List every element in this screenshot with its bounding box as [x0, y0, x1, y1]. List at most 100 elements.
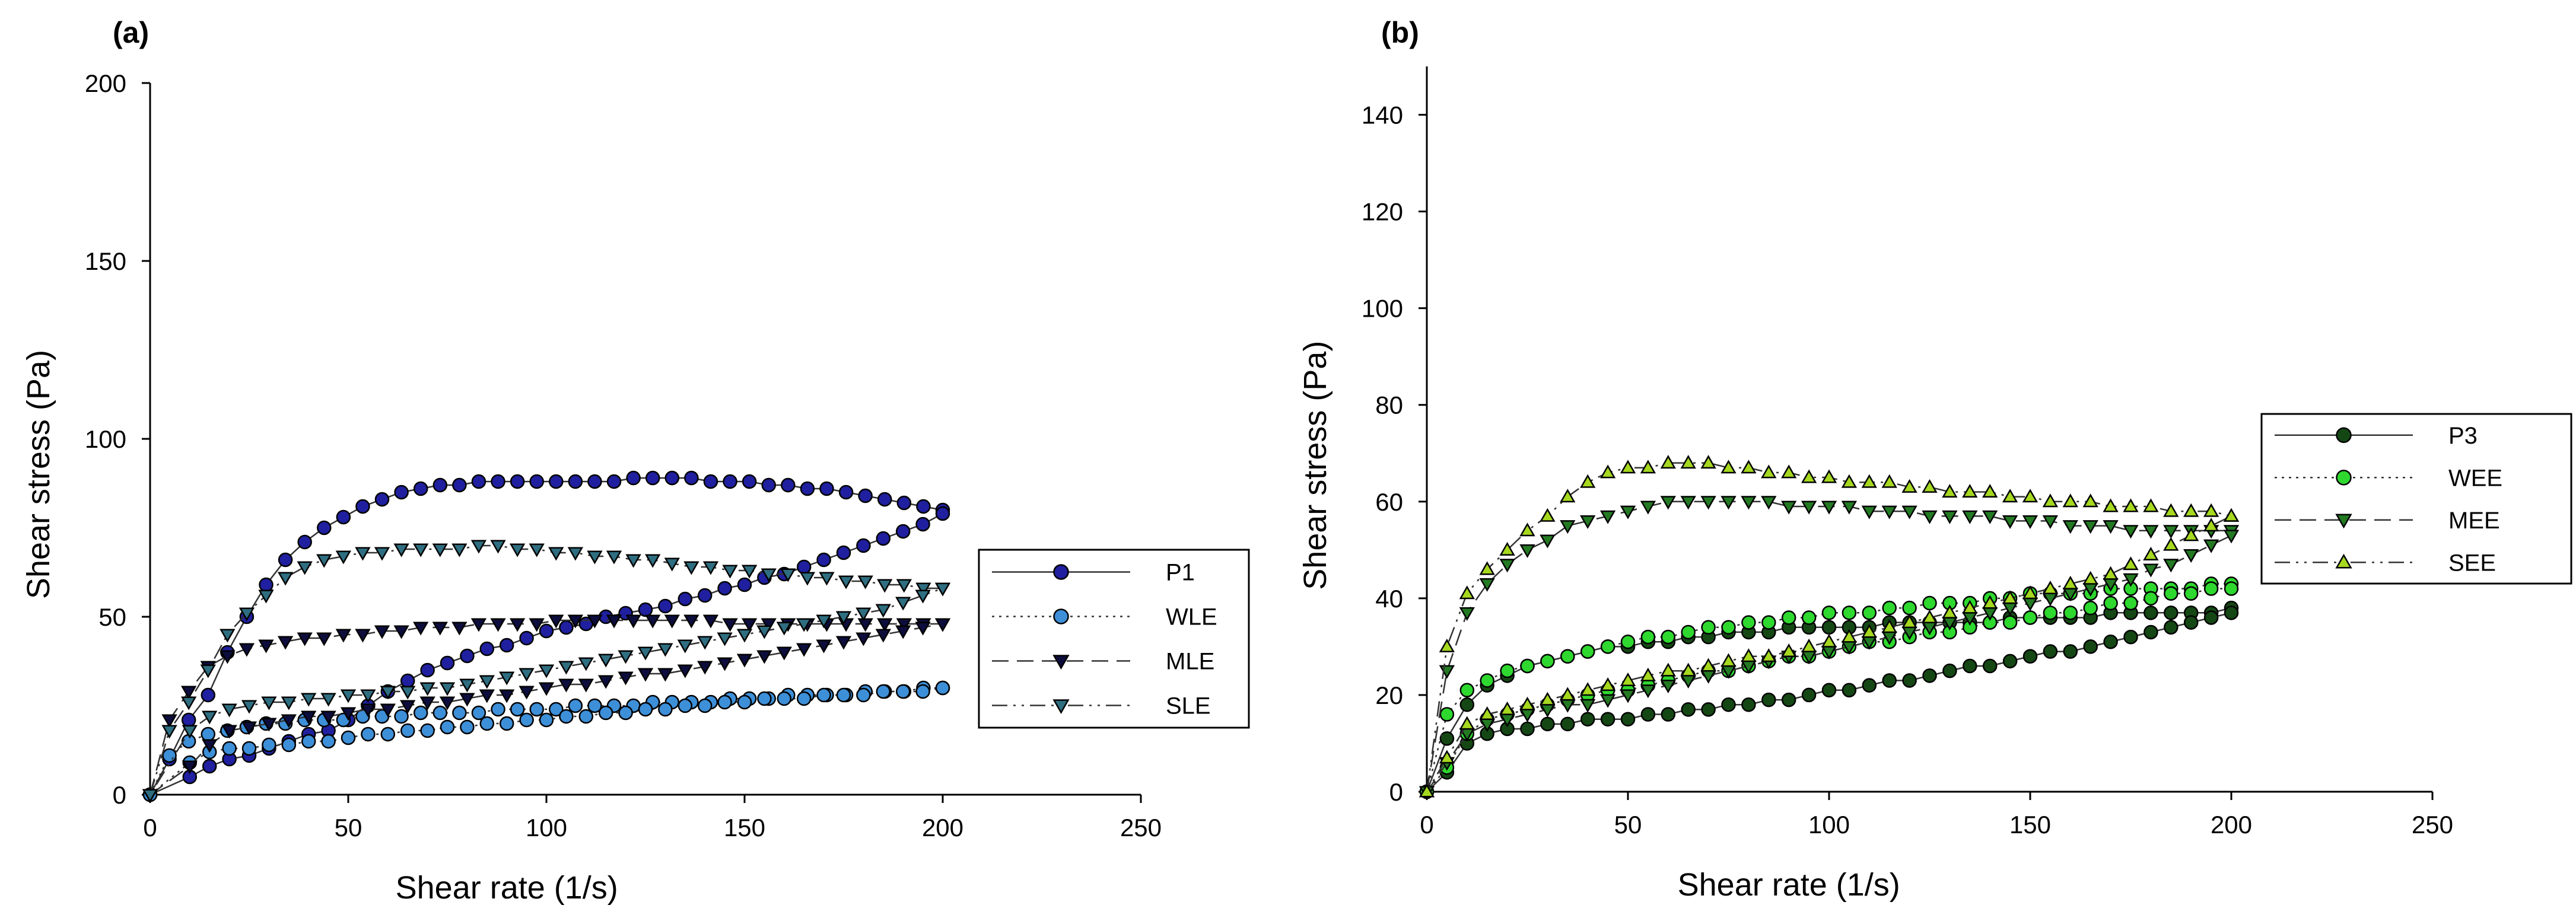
data-point-sle: [736, 629, 753, 643]
data-point-mee: [1700, 496, 1716, 510]
data-point-wle: [529, 702, 544, 717]
data-point-wee: [2164, 586, 2179, 601]
x-tick-label: 100: [1808, 811, 1850, 839]
data-point-p3: [1842, 683, 1857, 698]
data-point-mle: [736, 654, 753, 668]
data-point-wee: [1842, 605, 1857, 620]
data-point-p1: [587, 474, 602, 489]
data-point-wle: [162, 748, 177, 763]
data-point-wee: [1520, 658, 1535, 674]
legend-marker-wle: [1053, 608, 1069, 624]
data-point-see: [1640, 667, 1656, 681]
legend-marker-p3: [2336, 427, 2352, 443]
data-point-sle: [238, 607, 255, 622]
data-point-mle: [220, 650, 236, 664]
data-point-wee: [1741, 615, 1756, 630]
data-point-see: [1620, 672, 1636, 686]
data-point-p3: [1781, 692, 1796, 708]
data-point-see: [1560, 489, 1576, 503]
data-point-mee: [1700, 670, 1716, 684]
data-point-sle: [258, 589, 274, 604]
data-point-p1: [539, 623, 554, 639]
data-point-wle: [549, 702, 564, 717]
data-point-p3: [1721, 697, 1736, 712]
data-point-wle: [559, 709, 574, 724]
data-point-see: [2082, 493, 2098, 508]
data-point-p3: [1439, 731, 1455, 746]
data-point-see: [2143, 498, 2159, 512]
data-point-p3: [1620, 712, 1636, 726]
data-point-sle: [400, 686, 416, 700]
data-point-mle: [598, 675, 614, 689]
data-point-p1: [413, 481, 428, 496]
data-point-wee: [1459, 683, 1475, 698]
data-point-wle: [895, 684, 911, 699]
data-point-wee: [1801, 610, 1817, 625]
y-tick-label: 20: [1375, 681, 1403, 709]
data-point-mle: [934, 618, 951, 632]
series-line-p1: [149, 477, 944, 796]
data-point-sle: [340, 689, 357, 703]
data-point-wee: [1640, 629, 1656, 645]
data-point-wee: [1681, 624, 1696, 640]
data-point-mle: [776, 646, 792, 661]
x-tick-label: 0: [143, 814, 157, 842]
data-point-wee: [2022, 610, 2038, 625]
data-point-p1: [491, 474, 505, 489]
data-point-mle: [578, 678, 594, 693]
data-point-wle: [816, 687, 831, 703]
data-point-see: [2223, 508, 2240, 522]
data-point-wee: [2203, 581, 2219, 596]
panel-label-b: (b): [1381, 16, 1419, 49]
data-point-wle: [460, 719, 475, 735]
data-point-sle: [567, 547, 584, 561]
data-point-mee: [2022, 515, 2038, 529]
data-point-wle: [262, 737, 276, 753]
data-point-see: [2123, 556, 2139, 571]
data-point-p3: [2022, 649, 2038, 664]
legend-box: [2260, 413, 2572, 585]
data-point-sle: [281, 696, 297, 710]
data-point-see: [1599, 464, 1616, 479]
data-point-mle: [439, 696, 456, 710]
data-point-mle: [567, 614, 584, 629]
data-point-wee: [1902, 600, 1917, 616]
series-wle: [142, 680, 950, 802]
data-point-p1: [935, 506, 950, 521]
data-point-p1: [877, 492, 892, 507]
data-point-see: [2002, 489, 2018, 503]
data-point-p3: [2083, 639, 2098, 654]
data-point-mle: [380, 703, 396, 718]
data-point-mle: [241, 721, 257, 735]
data-point-sle: [664, 557, 680, 572]
data-point-p1: [816, 552, 831, 568]
data-point-wle: [638, 702, 653, 717]
data-point-see: [1499, 701, 1515, 715]
panel-b: (b) 0 50 100 150 200 250 0 20 40 60 80 100 120 140 She…: [1297, 16, 2572, 903]
data-point-see: [1741, 460, 1757, 474]
data-point-sle: [717, 632, 733, 646]
data-point-wle: [598, 705, 613, 721]
data-point-p1: [440, 655, 455, 671]
data-point-sle: [360, 689, 376, 703]
data-point-p1: [876, 531, 891, 546]
data-point-mee: [2042, 592, 2059, 607]
data-point-see: [1841, 629, 1858, 643]
data-point-wle: [380, 726, 396, 742]
data-point-sle: [479, 675, 495, 689]
data-point-mle: [558, 678, 574, 693]
data-point-p1: [259, 577, 273, 592]
data-point-p1: [201, 687, 216, 703]
data-point-p1: [519, 630, 534, 646]
data-point-wle: [452, 705, 467, 721]
data-point-mle: [393, 625, 409, 639]
data-point-see: [1640, 460, 1656, 474]
y-tick-label: 60: [1375, 488, 1403, 516]
data-point-see: [1700, 658, 1716, 672]
data-point-sle: [548, 547, 564, 561]
data-point-sle: [297, 561, 313, 575]
data-point-mle: [717, 657, 733, 671]
data-point-mle: [606, 614, 622, 629]
data-point-mee: [1741, 496, 1757, 510]
data-point-mee: [2143, 563, 2159, 578]
